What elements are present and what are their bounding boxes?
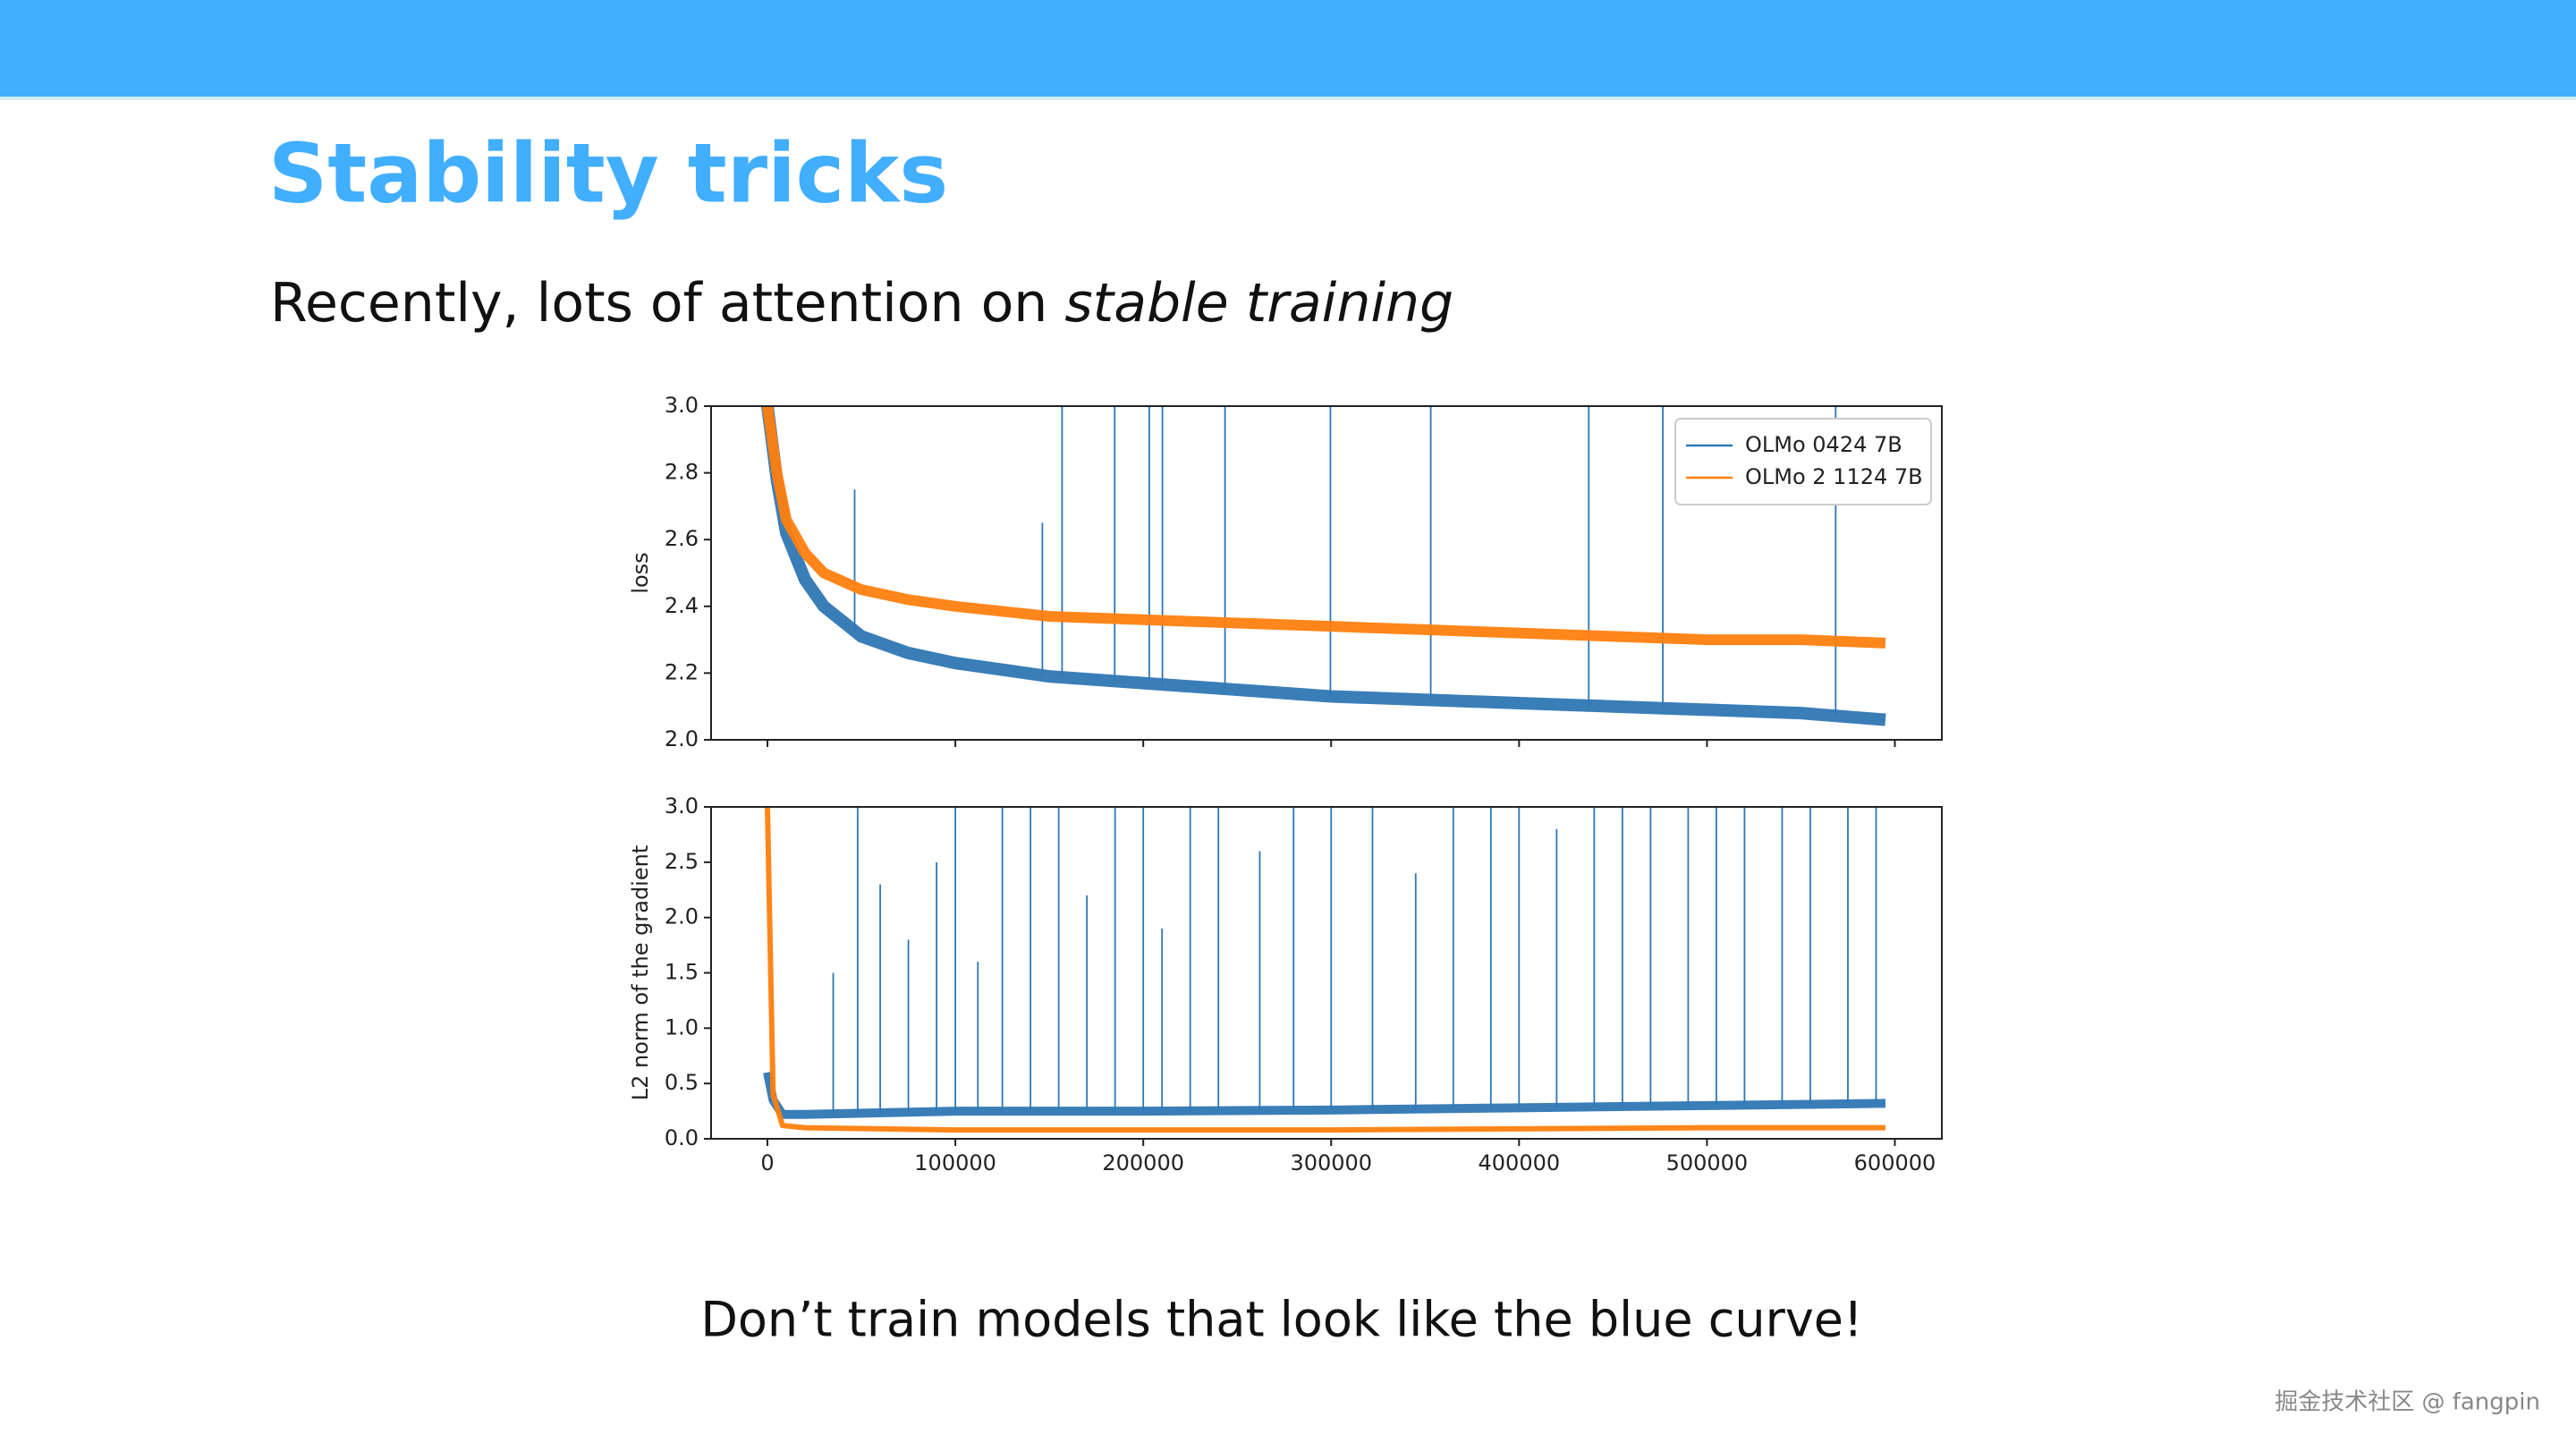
legend-label: OLMo 2 1124 7B [1745, 464, 1923, 489]
x-tick-label: 600000 [1854, 1150, 1936, 1175]
subtitle: Recently, lots of attention on stable tr… [270, 272, 1453, 335]
y-tick-label: 3.0 [665, 393, 699, 418]
x-tick-label: 0 [760, 1150, 774, 1175]
plot-area [761, 406, 1886, 726]
x-tick-label: 500000 [1666, 1150, 1749, 1175]
y-tick-label: 2.0 [665, 726, 699, 751]
y-tick-label: 1.5 [665, 960, 699, 985]
slide-title: Stability tricks [268, 125, 948, 221]
subtitle-text: Recently, lots of attention on [270, 272, 1064, 335]
y-tick-label: 1.0 [665, 1014, 699, 1039]
watermark: 掘金技术社区 @ fangpin [2275, 1389, 2540, 1416]
header-rule [0, 97, 2576, 100]
y-tick-label: 0.5 [665, 1070, 699, 1095]
series-line [765, 807, 1885, 1133]
plot-area [763, 807, 1886, 1133]
legend-label: OLMo 0424 7B [1745, 432, 1902, 457]
series-line [761, 406, 1886, 726]
caption: Don’t train models that look like the bl… [700, 1292, 1862, 1348]
y-tick-label: 2.6 [665, 526, 699, 551]
y-tick-label: 0.0 [665, 1125, 699, 1150]
plot-frame [710, 405, 1943, 741]
series-line [763, 1071, 1886, 1119]
plot-frame [710, 806, 1943, 1140]
y-axis-label: loss [628, 552, 653, 593]
legend-box [1674, 418, 1932, 505]
header-bar [0, 0, 2576, 98]
series-line [762, 406, 1886, 649]
y-tick-label: 2.0 [665, 904, 699, 929]
y-tick-label: 2.2 [665, 659, 699, 684]
subtitle-emphasis: stable training [1064, 272, 1453, 335]
x-tick-label: 300000 [1290, 1150, 1372, 1175]
x-tick-label: 200000 [1102, 1150, 1184, 1175]
y-axis-label: L2 norm of the gradient [628, 845, 653, 1101]
x-tick-label: 400000 [1479, 1150, 1561, 1175]
y-tick-label: 2.5 [665, 849, 699, 874]
y-tick-label: 2.4 [665, 593, 699, 618]
y-tick-label: 2.8 [665, 460, 699, 485]
x-tick-label: 100000 [914, 1150, 996, 1175]
y-tick-label: 3.0 [665, 793, 699, 819]
